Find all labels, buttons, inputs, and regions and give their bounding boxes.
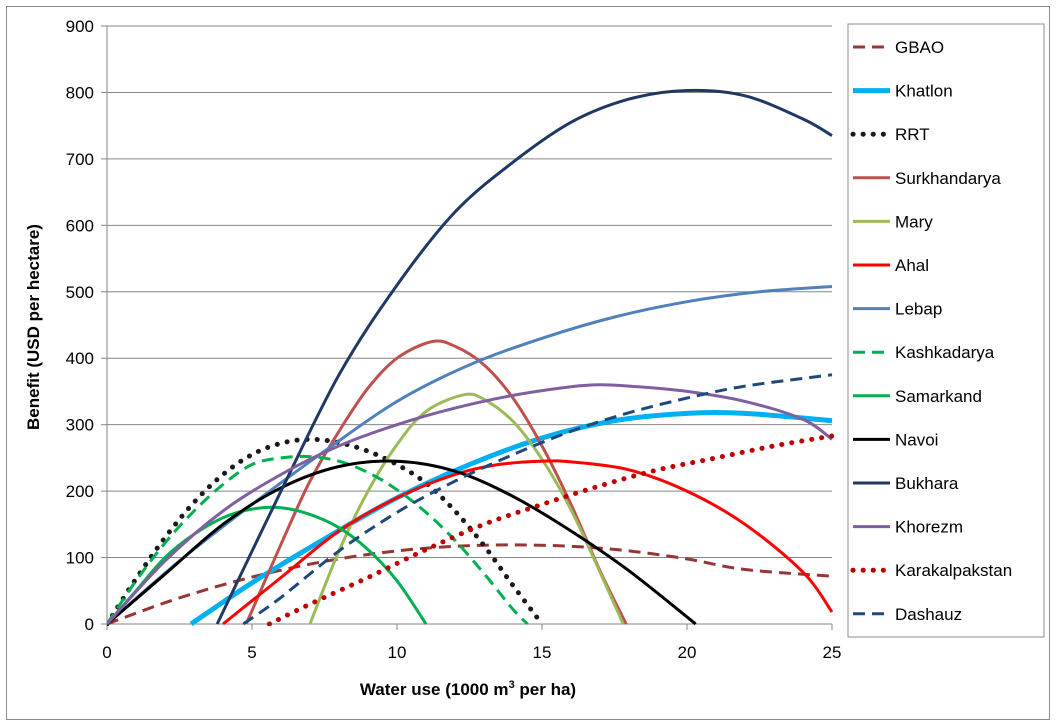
y-tick-label: 700	[66, 150, 94, 169]
x-tick-label: 10	[388, 643, 407, 662]
series-line-gbao	[107, 543, 833, 626]
series-line-kashkadarya	[107, 454, 529, 626]
y-tick-label: 0	[85, 615, 94, 634]
series-line-navoi	[107, 459, 697, 626]
legend: GBAO Khatlon RRT Surkhandarya Mary Ahal Lebap K…	[850, 38, 1012, 624]
y-tick-label: 400	[66, 349, 94, 368]
legend-label: Khatlon	[895, 82, 953, 101]
legend-label: Kashkadarya	[895, 343, 995, 362]
legend-label: Surkhandarya	[895, 169, 1001, 188]
series-line-samarkand	[107, 505, 428, 625]
legend-label: Mary	[895, 212, 933, 231]
series-line-dashauz	[242, 373, 833, 626]
series-line-khorezm	[107, 383, 833, 626]
x-tick-label: 5	[247, 643, 256, 662]
series-line-lebap	[107, 285, 833, 626]
legend-label: RRT	[895, 125, 930, 144]
series-line-khatlon	[189, 410, 833, 626]
series-line-bukhara	[215, 88, 833, 625]
y-tick-label: 600	[66, 216, 94, 235]
legend-label: Dashauz	[895, 605, 962, 624]
y-axis-title: Benefit (USD per hectare)	[24, 224, 43, 430]
legend-label: GBAO	[895, 38, 944, 57]
legend-label: Ahal	[895, 256, 929, 275]
legend-label: Bukhara	[895, 474, 959, 493]
legend-label: Navoi	[895, 430, 938, 449]
tick-labels: 0 100 200 300 400 500 600 700 800 900 0 5 10 15 20 25	[66, 17, 842, 662]
axes	[101, 25, 833, 630]
legend-label: Khorezm	[895, 518, 963, 537]
y-tick-label: 500	[66, 283, 94, 302]
legend-box	[847, 23, 1045, 638]
x-tick-label: 25	[823, 643, 842, 662]
x-axis-title: Water use (1000 m3 per ha)	[360, 679, 576, 699]
series-line-karakalpakstan	[266, 433, 834, 626]
y-tick-label: 800	[66, 83, 94, 102]
y-tick-label: 200	[66, 482, 94, 501]
y-tick-label: 900	[66, 17, 94, 36]
gridlines	[107, 25, 832, 559]
series-line-surkhandarya	[244, 339, 628, 625]
legend-label: Karakalpakstan	[895, 561, 1012, 580]
legend-label: Samarkand	[895, 387, 982, 406]
legend-label: Lebap	[895, 300, 942, 319]
y-tick-label: 100	[66, 549, 94, 568]
series-line-ahal	[222, 459, 834, 626]
series-line-mary	[308, 392, 625, 625]
x-tick-label: 20	[678, 643, 697, 662]
y-tick-label: 300	[66, 416, 94, 435]
x-tick-label: 0	[102, 643, 111, 662]
series-lines	[107, 88, 834, 626]
x-tick-label: 15	[533, 643, 552, 662]
